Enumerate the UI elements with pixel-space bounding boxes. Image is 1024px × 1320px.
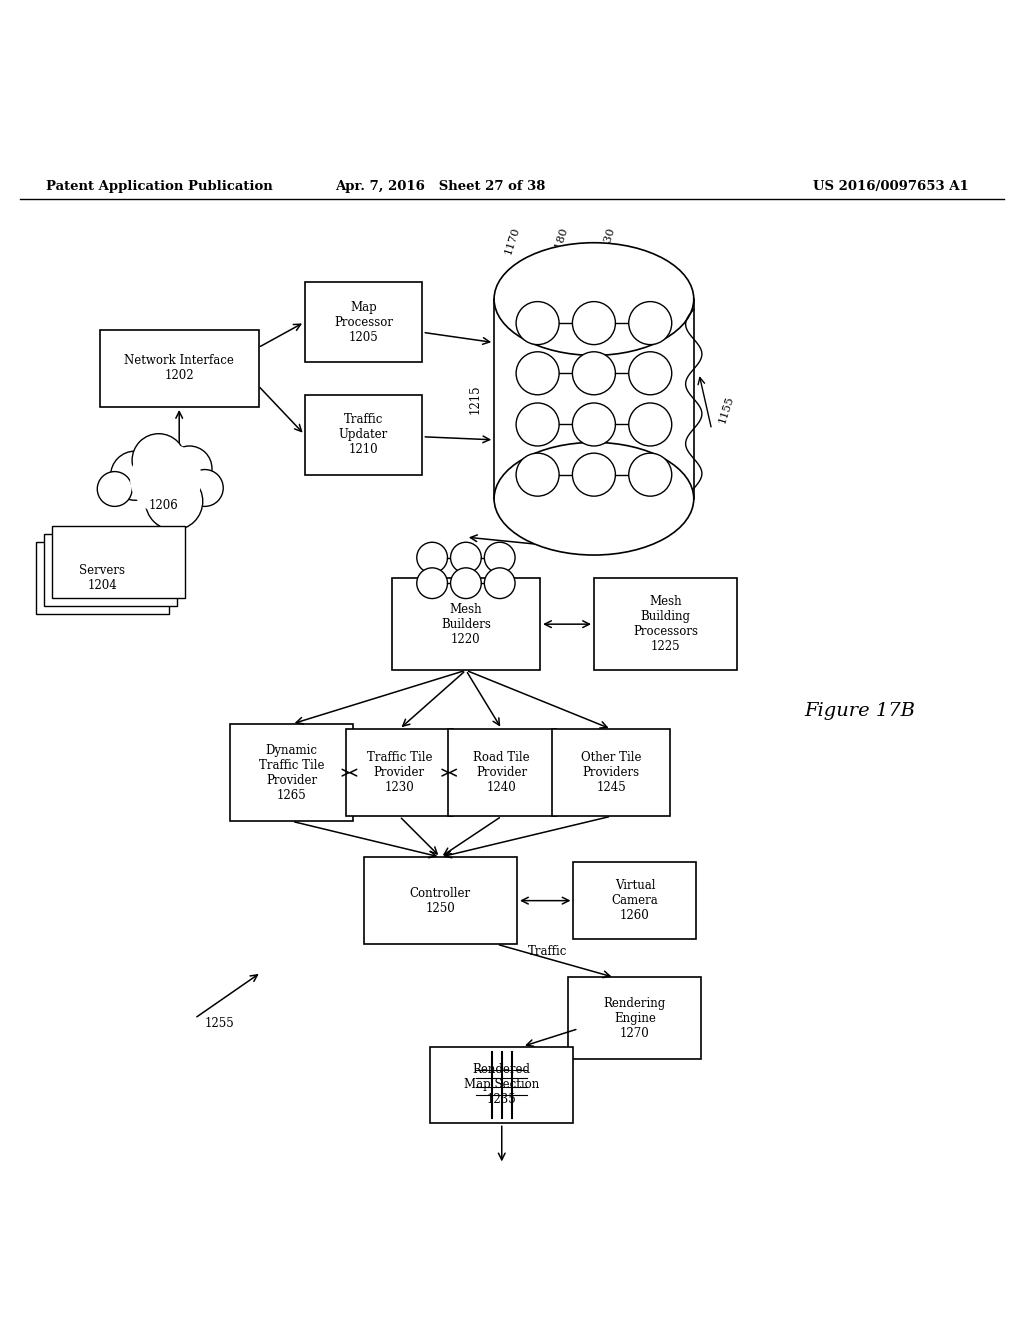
FancyBboxPatch shape	[391, 578, 541, 671]
FancyBboxPatch shape	[573, 862, 696, 939]
Text: Dynamic
Traffic Tile
Provider
1265: Dynamic Traffic Tile Provider 1265	[259, 743, 325, 801]
Circle shape	[451, 543, 481, 573]
Circle shape	[451, 568, 481, 598]
Text: 1206: 1206	[148, 499, 179, 512]
Circle shape	[484, 568, 515, 598]
Text: Servers
1204: Servers 1204	[80, 564, 125, 593]
Text: Mesh
Builders
1220: Mesh Builders 1220	[441, 603, 490, 645]
FancyBboxPatch shape	[430, 1047, 573, 1123]
FancyBboxPatch shape	[594, 578, 737, 671]
Text: Patent Application Publication: Patent Application Publication	[46, 181, 272, 194]
Circle shape	[111, 451, 160, 500]
Circle shape	[417, 568, 447, 598]
FancyBboxPatch shape	[364, 857, 517, 944]
FancyBboxPatch shape	[305, 395, 422, 475]
Circle shape	[629, 403, 672, 446]
Ellipse shape	[494, 442, 694, 554]
FancyBboxPatch shape	[449, 729, 555, 816]
Text: 1180: 1180	[551, 226, 569, 256]
Text: 1215: 1215	[469, 384, 481, 413]
FancyBboxPatch shape	[44, 535, 177, 606]
Circle shape	[572, 301, 615, 345]
FancyBboxPatch shape	[52, 525, 185, 598]
Circle shape	[629, 453, 672, 496]
Text: Map
Processor
1205: Map Processor 1205	[334, 301, 393, 343]
Text: Road Tile
Provider
1240: Road Tile Provider 1240	[473, 751, 530, 795]
Circle shape	[629, 351, 672, 395]
Circle shape	[516, 403, 559, 446]
Circle shape	[417, 543, 447, 573]
Circle shape	[516, 453, 559, 496]
Text: Figure 17B: Figure 17B	[805, 702, 915, 721]
FancyBboxPatch shape	[305, 282, 422, 362]
FancyBboxPatch shape	[346, 729, 453, 816]
Circle shape	[629, 301, 672, 345]
Text: Rendered
Map Section
1235: Rendered Map Section 1235	[464, 1064, 540, 1106]
Text: 1155: 1155	[717, 395, 735, 424]
Text: 1170: 1170	[503, 226, 521, 256]
Text: 1255: 1255	[205, 1016, 234, 1030]
Text: Controller
1250: Controller 1250	[410, 887, 471, 915]
Circle shape	[132, 434, 185, 487]
FancyBboxPatch shape	[99, 330, 258, 407]
Circle shape	[516, 351, 559, 395]
Circle shape	[572, 403, 615, 446]
FancyBboxPatch shape	[568, 977, 701, 1060]
FancyBboxPatch shape	[553, 729, 670, 816]
Text: Apr. 7, 2016   Sheet 27 of 38: Apr. 7, 2016 Sheet 27 of 38	[335, 181, 546, 194]
Circle shape	[167, 446, 212, 491]
Circle shape	[145, 473, 203, 529]
Text: US 2016/0097653 A1: US 2016/0097653 A1	[813, 181, 969, 194]
Circle shape	[186, 470, 223, 507]
Polygon shape	[494, 300, 694, 499]
Circle shape	[484, 543, 515, 573]
Ellipse shape	[494, 243, 694, 355]
Circle shape	[572, 351, 615, 395]
Text: Virtual
Camera
1260: Virtual Camera 1260	[611, 879, 658, 923]
Circle shape	[516, 301, 559, 345]
Text: Other Tile
Providers
1245: Other Tile Providers 1245	[581, 751, 642, 795]
Text: Traffic Tile
Provider
1230: Traffic Tile Provider 1230	[367, 751, 432, 795]
FancyBboxPatch shape	[36, 543, 169, 614]
FancyBboxPatch shape	[230, 723, 353, 821]
Circle shape	[97, 471, 132, 507]
Text: Traffic: Traffic	[528, 945, 567, 958]
Text: Mesh
Building
Processors
1225: Mesh Building Processors 1225	[633, 595, 698, 653]
Circle shape	[572, 453, 615, 496]
Text: Network Interface
1202: Network Interface 1202	[124, 354, 234, 383]
Text: Traffic
Updater
1210: Traffic Updater 1210	[339, 413, 388, 457]
Text: Rendering
Engine
1270: Rendering Engine 1270	[604, 997, 666, 1040]
Text: 1130: 1130	[598, 226, 616, 256]
Circle shape	[130, 444, 202, 515]
